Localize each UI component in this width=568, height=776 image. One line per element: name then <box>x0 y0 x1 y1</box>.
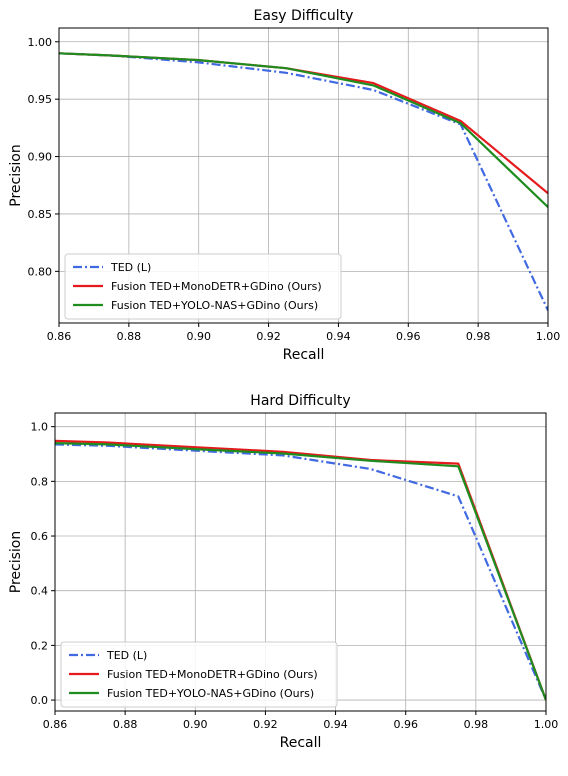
legend: TED (L) Fusion TED+MonoDETR+GDino (Ours) F… <box>60 641 338 708</box>
x-tick-label: 1.00 <box>534 718 559 731</box>
x-tick-label: 0.88 <box>117 330 142 343</box>
x-tick-label: 0.94 <box>323 718 348 731</box>
series-lines <box>55 439 546 701</box>
y-tick-label: 1.00 <box>28 36 53 49</box>
legend: TED (L) Fusion TED+MonoDETR+GDino (Ours) F… <box>64 253 342 320</box>
y-tick-label: 0.0 <box>31 694 49 707</box>
series-line-2 <box>55 439 546 701</box>
x-tick-label: 0.96 <box>396 330 421 343</box>
y-tick-label: 0.85 <box>28 208 53 221</box>
x-tick-label: 0.86 <box>47 330 72 343</box>
chart-title: Easy Difficulty <box>254 8 354 24</box>
x-tick-label: 0.96 <box>393 718 418 731</box>
legend-label-2: Fusion TED+MonoDETR+GDino (Ours) <box>111 280 322 293</box>
y-tick-label: 0.95 <box>28 93 53 106</box>
legend-label-3: Fusion TED+YOLO-NAS+GDino (Ours) <box>111 299 318 312</box>
x-tick-label: 0.90 <box>183 718 208 731</box>
legend-frame <box>64 253 342 320</box>
y-tick-label: 0.90 <box>28 151 53 164</box>
x-axis-label: Recall <box>283 347 325 363</box>
series-line-3 <box>59 52 548 208</box>
easy-difficulty-panel: 0.86 0.88 0.90 0.92 0.94 0.96 0.98 1.00 0.80 0.85… <box>8 8 560 363</box>
chart-title: Hard Difficulty <box>250 393 350 409</box>
y-tick-label: 0.8 <box>31 475 49 488</box>
y-tick-label: 0.6 <box>31 530 49 543</box>
legend-frame <box>60 641 338 708</box>
x-tick-label: 0.86 <box>43 718 68 731</box>
y-tick-label: 0.80 <box>28 265 53 278</box>
y-axis-label: Precision <box>8 144 24 206</box>
y-tick-label: 0.4 <box>31 585 49 598</box>
plot-frame <box>58 27 549 324</box>
legend-label-1: TED (L) <box>110 261 151 274</box>
ticks: 0.86 0.88 0.90 0.92 0.94 0.96 0.98 1.00 0.0 0.2 0.… <box>31 421 559 731</box>
y-axis-label: Precision <box>8 531 24 593</box>
x-tick-label: 0.88 <box>113 718 138 731</box>
series-lines <box>59 52 548 311</box>
x-tick-label: 0.98 <box>466 330 491 343</box>
x-tick-label: 0.92 <box>253 718 278 731</box>
legend-label-2: Fusion TED+MonoDETR+GDino (Ours) <box>107 668 318 681</box>
legend-label-1: TED (L) <box>106 649 147 662</box>
x-axis-label: Recall <box>280 735 322 751</box>
y-tick-label: 0.2 <box>31 639 49 652</box>
x-tick-label: 0.90 <box>186 330 211 343</box>
x-tick-label: 0.92 <box>256 330 281 343</box>
plot-frame <box>54 412 547 712</box>
y-tick-label: 1.0 <box>31 421 49 434</box>
hard-difficulty-panel: 0.86 0.88 0.90 0.92 0.94 0.96 0.98 1.00 0.0 0.2 0.… <box>8 393 558 751</box>
ticks: 0.86 0.88 0.90 0.92 0.94 0.96 0.98 1.00 0.80 0.85… <box>28 36 561 343</box>
series-line-1 <box>55 443 546 701</box>
x-tick-label: 1.00 <box>536 330 561 343</box>
x-tick-label: 0.94 <box>326 330 351 343</box>
x-tick-label: 0.98 <box>464 718 489 731</box>
series-line-3 <box>55 442 546 701</box>
legend-label-3: Fusion TED+YOLO-NAS+GDino (Ours) <box>107 687 314 700</box>
